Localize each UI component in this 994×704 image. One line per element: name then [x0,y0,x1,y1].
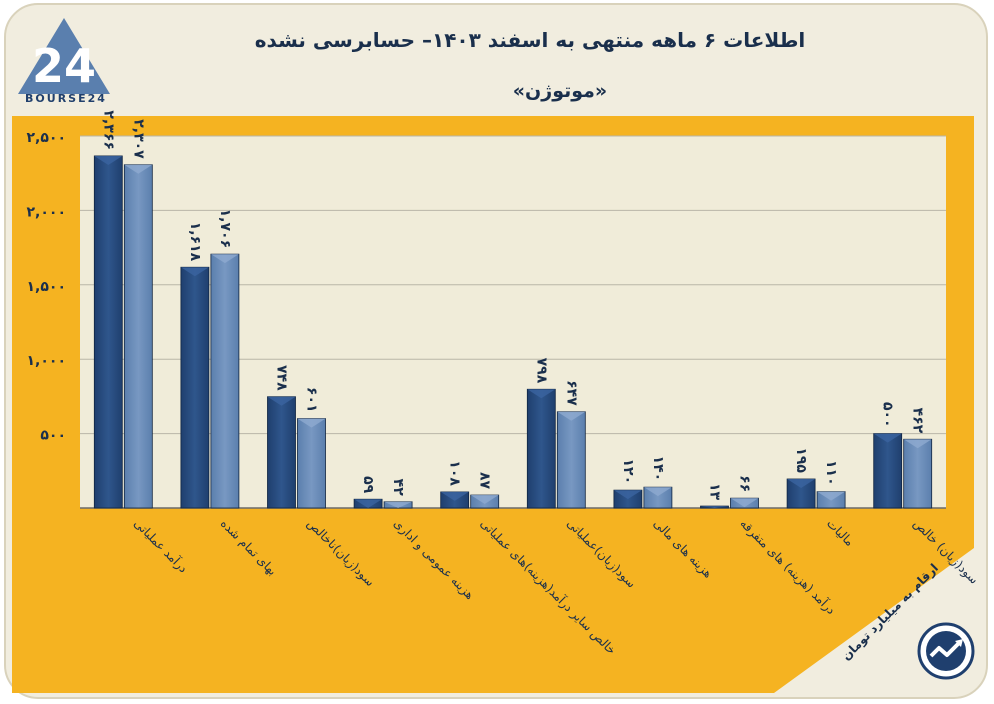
logo-mark: 24 [32,39,96,93]
data-label: ۱۹۵ [793,447,809,473]
bar-cap [384,501,413,508]
trend-logo-icon [917,622,975,680]
bar-series-2 [297,418,326,509]
chart-subtitle: «موتوژن» [512,80,608,102]
bar-cap [527,389,556,399]
data-label: ۱,۷۰۶ [217,209,233,249]
bar-series-1 [526,388,556,509]
data-label: ۱,۶۱۸ [187,222,203,262]
y-tick-label: ۵۰۰ [40,428,66,444]
bar-cap [817,491,846,501]
data-label: ۴۶۲ [910,408,926,434]
bar-series-1 [267,396,296,509]
bar-cap [700,506,729,508]
bar-series-2 [123,164,153,509]
bar-cap [180,267,209,277]
bar-cap [124,164,153,174]
data-label: ۱۲۰ [620,459,636,485]
bar-cap [903,439,932,449]
bar-cap [730,498,759,508]
bar-cap [557,411,586,421]
logo-text: BOURSE24 [25,92,107,105]
data-label: ۷۹۸ [533,358,549,384]
bar-series-1 [873,433,903,509]
y-tick-label: ۱,۵۰۰ [27,279,67,295]
y-tick-label: ۲,۵۰۰ [27,130,67,146]
bar-series-2 [903,438,933,509]
bar-cap [873,433,902,443]
bar-cap [267,396,296,406]
data-label: ۱۳ [707,483,723,501]
bar-cap [643,487,672,497]
data-label: ۷۴۸ [274,365,290,391]
bar-cap [210,254,239,264]
data-label: ۱۱۰ [823,460,839,486]
bar-cap [440,491,469,501]
bar-series-1 [93,155,123,509]
bar-cap [613,490,642,500]
bourse24-logo: 24 [18,18,110,94]
data-label: ۵۰۰ [880,402,896,428]
data-label: ۸۷ [477,472,493,490]
data-label: ۴۲ [390,479,406,497]
bar-series-1 [180,266,210,509]
bar-cap [470,495,499,505]
data-label: ۲,۳۶۶ [100,110,116,150]
bar-cap [787,478,816,488]
y-tick-label: ۱,۰۰۰ [27,353,67,369]
bar-series-2 [210,253,240,509]
data-label: ۶۴۷ [563,380,579,406]
chart-title: اطلاعات ۶ ماهه منتهی به اسفند ۱۴۰۳– حساب… [254,28,806,52]
data-label: ۶۰۱ [304,387,320,413]
plot-area [80,136,946,508]
data-label: ۱۰۸ [447,460,463,486]
bar-cap [354,499,383,508]
data-label: ۶۶ [737,475,753,492]
bar-cap [94,155,123,165]
y-tick-label: ۲,۰۰۰ [27,204,67,220]
bar-series-2 [556,411,586,509]
bar-cap [297,418,326,428]
data-label: ۵۹ [360,476,376,494]
data-label: ۱۴۰ [650,456,666,482]
data-label: ۲,۳۰۷ [130,119,146,159]
